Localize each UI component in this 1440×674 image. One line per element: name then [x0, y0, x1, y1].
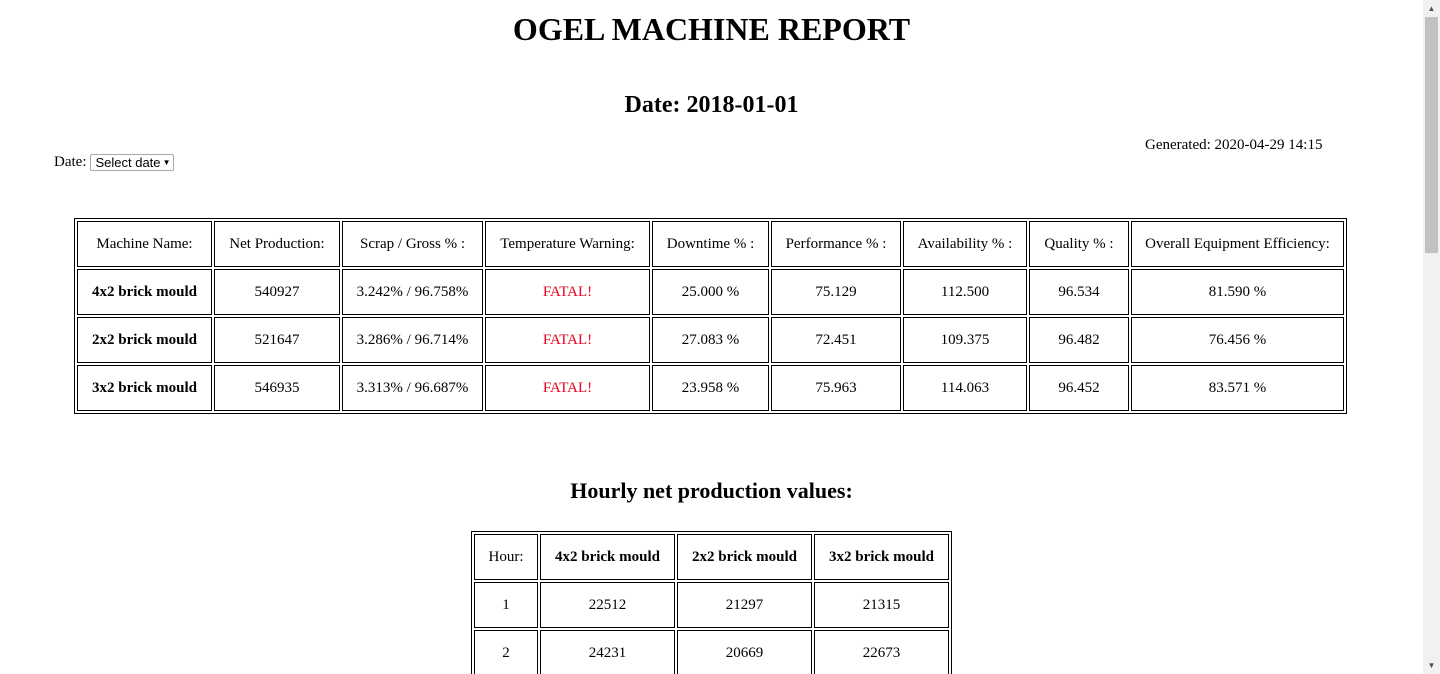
hourly-production-table: Hour: 4x2 brick mould 2x2 brick mould 3x… — [471, 531, 952, 674]
header-cell: Temperature Warning: — [485, 221, 650, 267]
header-cell: Machine Name: — [77, 221, 212, 267]
downtime-cell: 23.958 % — [652, 365, 769, 411]
scroll-up-arrow-icon[interactable]: ▲ — [1427, 4, 1436, 13]
header-cell: Downtime % : — [652, 221, 769, 267]
quality-cell: 96.534 — [1029, 269, 1129, 315]
value-cell: 21297 — [677, 582, 812, 628]
report-date-heading: Date: 2018-01-01 — [624, 92, 799, 118]
scrap-gross-cell: 3.313% / 96.687% — [342, 365, 483, 411]
temperature-warning-cell: FATAL! — [485, 317, 650, 363]
date-select-value: Select date — [95, 155, 161, 170]
machine-name-cell: 3x2 brick mould — [77, 365, 212, 411]
date-select[interactable]: Select date ▼ — [90, 154, 175, 171]
header-cell: 4x2 brick mould — [540, 534, 675, 580]
quality-cell: 96.452 — [1029, 365, 1129, 411]
header-cell: 2x2 brick mould — [677, 534, 812, 580]
header-cell: 3x2 brick mould — [814, 534, 949, 580]
availability-cell: 112.500 — [903, 269, 1027, 315]
oee-cell: 81.590 % — [1131, 269, 1344, 315]
value-cell: 24231 — [540, 630, 675, 674]
table-row: 2 24231 20669 22673 — [474, 630, 949, 674]
temperature-warning-cell: FATAL! — [485, 269, 650, 315]
oee-cell: 83.571 % — [1131, 365, 1344, 411]
machine-name-cell: 2x2 brick mould — [77, 317, 212, 363]
table-header-row: Machine Name: Net Production: Scrap / Gr… — [77, 221, 1344, 267]
scrap-gross-cell: 3.242% / 96.758% — [342, 269, 483, 315]
scrap-gross-cell: 3.286% / 96.714% — [342, 317, 483, 363]
hour-cell: 1 — [474, 582, 538, 628]
table-row: 4x2 brick mould 540927 3.242% / 96.758% … — [77, 269, 1344, 315]
performance-cell: 75.963 — [771, 365, 901, 411]
header-cell: Performance % : — [771, 221, 901, 267]
table-row: 1 22512 21297 21315 — [474, 582, 949, 628]
quality-cell: 96.482 — [1029, 317, 1129, 363]
net-production-cell: 521647 — [214, 317, 340, 363]
net-production-cell: 546935 — [214, 365, 340, 411]
value-cell: 20669 — [677, 630, 812, 674]
downtime-cell: 27.083 % — [652, 317, 769, 363]
value-cell: 21315 — [814, 582, 949, 628]
downtime-cell: 25.000 % — [652, 269, 769, 315]
performance-cell: 72.451 — [771, 317, 901, 363]
availability-cell: 114.063 — [903, 365, 1027, 411]
temperature-warning-cell: FATAL! — [485, 365, 650, 411]
header-cell: Availability % : — [903, 221, 1027, 267]
performance-cell: 75.129 — [771, 269, 901, 315]
date-picker: Date: Select date ▼ — [54, 154, 175, 171]
hourly-heading: Hourly net production values: — [570, 478, 853, 503]
header-cell: Quality % : — [1029, 221, 1129, 267]
oee-cell: 76.456 % — [1131, 317, 1344, 363]
page-title: OGEL MACHINE REPORT — [512, 11, 911, 47]
scroll-down-arrow-icon[interactable]: ▼ — [1427, 661, 1436, 670]
table-row: 2x2 brick mould 521647 3.286% / 96.714% … — [77, 317, 1344, 363]
value-cell: 22512 — [540, 582, 675, 628]
machine-name-cell: 4x2 brick mould — [77, 269, 212, 315]
header-cell: Net Production: — [214, 221, 340, 267]
header-cell: Scrap / Gross % : — [342, 221, 483, 267]
date-picker-label: Date: — [54, 154, 87, 170]
chevron-down-icon: ▼ — [162, 158, 171, 167]
header-cell: Overall Equipment Efficiency: — [1131, 221, 1344, 267]
table-row: 3x2 brick mould 546935 3.313% / 96.687% … — [77, 365, 1344, 411]
value-cell: 22673 — [814, 630, 949, 674]
machine-report-table: Machine Name: Net Production: Scrap / Gr… — [74, 218, 1347, 414]
header-cell: Hour: — [474, 534, 538, 580]
vertical-scrollbar[interactable]: ▲ ▼ — [1423, 0, 1440, 674]
table-header-row: Hour: 4x2 brick mould 2x2 brick mould 3x… — [474, 534, 949, 580]
generated-timestamp: Generated: 2020-04-29 14:15 — [1145, 137, 1323, 153]
availability-cell: 109.375 — [903, 317, 1027, 363]
scrollbar-thumb[interactable] — [1425, 17, 1438, 253]
net-production-cell: 540927 — [214, 269, 340, 315]
hour-cell: 2 — [474, 630, 538, 674]
